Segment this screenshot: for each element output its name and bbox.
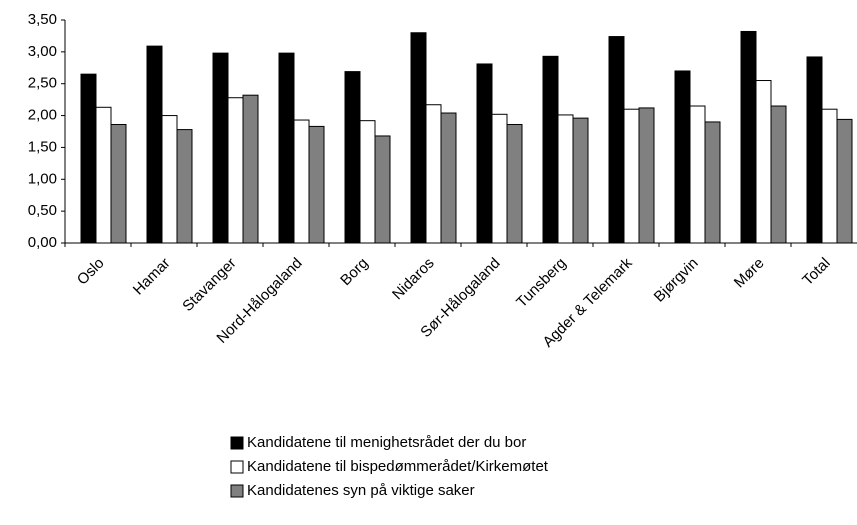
bar xyxy=(308,125,325,244)
y-tick-label: 1,50 xyxy=(28,138,57,155)
y-tick-label: 3,50 xyxy=(28,11,57,28)
bar xyxy=(110,123,127,244)
bar xyxy=(608,36,625,244)
bar xyxy=(410,32,427,244)
bar xyxy=(770,105,787,244)
legend-swatch xyxy=(230,484,244,498)
y-tick-label: 3,00 xyxy=(28,43,57,60)
y-tick-label: 2,50 xyxy=(28,75,57,92)
bar xyxy=(374,135,391,244)
bar xyxy=(440,112,457,244)
bar xyxy=(704,121,721,244)
bar xyxy=(821,108,838,244)
y-tick-label: 0,50 xyxy=(28,202,57,219)
bar xyxy=(674,70,691,244)
bar xyxy=(476,63,493,244)
bar xyxy=(176,129,193,244)
bar xyxy=(557,114,574,244)
bar xyxy=(146,45,163,244)
x-tick-label: Nidaros xyxy=(389,255,438,304)
bar xyxy=(755,80,772,244)
bar xyxy=(836,118,853,244)
bar xyxy=(638,107,655,244)
bar xyxy=(293,119,310,244)
legend-label: Kandidatenes syn på viktige saker xyxy=(247,482,475,499)
bar xyxy=(212,52,229,244)
bar xyxy=(278,52,295,244)
bar xyxy=(740,30,757,244)
x-tick-label: Borg xyxy=(337,255,371,289)
y-tick-label: 0,00 xyxy=(28,234,57,251)
bar xyxy=(242,94,259,244)
bar xyxy=(227,97,244,244)
x-tick-label: Tunsberg xyxy=(513,255,569,311)
y-tick-label: 1,00 xyxy=(28,170,57,187)
bar xyxy=(161,115,178,244)
bar xyxy=(689,105,706,244)
bar xyxy=(491,113,508,244)
bar xyxy=(80,73,97,244)
bar xyxy=(506,123,523,244)
legend-label: Kandidatene til menighetsrådet der du bo… xyxy=(247,434,526,451)
bar xyxy=(806,56,823,244)
bar xyxy=(95,106,112,244)
x-tick-label: Hamar xyxy=(130,255,174,299)
bar xyxy=(572,117,589,244)
bar xyxy=(344,71,361,244)
legend-swatch xyxy=(230,460,244,474)
legend-swatch xyxy=(230,436,244,450)
x-tick-label: Bjørgvin xyxy=(651,255,702,306)
bar xyxy=(425,104,442,244)
y-tick-label: 2,00 xyxy=(28,107,57,124)
x-tick-label: Møre xyxy=(731,255,768,292)
x-tick-label: Stavanger xyxy=(179,255,239,315)
bar xyxy=(542,55,559,244)
x-tick-label: Oslo xyxy=(74,255,108,289)
bar xyxy=(359,120,376,244)
bar xyxy=(623,108,640,244)
x-tick-label: Total xyxy=(799,255,833,289)
legend-label: Kandidatene til bispedømmerådet/Kirkemøt… xyxy=(247,458,549,475)
